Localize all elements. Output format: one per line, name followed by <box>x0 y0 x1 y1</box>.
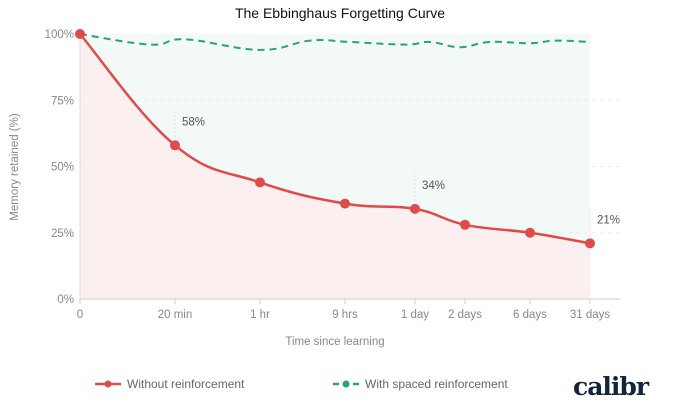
x-tick-label: 20 min <box>158 309 193 321</box>
data-point <box>75 29 85 39</box>
data-point <box>410 203 420 214</box>
data-point <box>255 177 265 188</box>
data-point <box>585 238 595 249</box>
data-point <box>525 227 535 238</box>
annotation-label: 21% <box>597 214 620 226</box>
legend-item-without-reinforcement[interactable]: Without reinforcement <box>95 377 244 391</box>
data-point <box>340 198 350 209</box>
y-tick-label: 0% <box>57 294 74 306</box>
spaced-reinforcement-line <box>79 33 591 51</box>
legend-label: With spaced reinforcement <box>365 377 508 391</box>
x-tick-label: 31 days <box>570 309 611 321</box>
x-tick-label: 6 days <box>513 309 547 321</box>
chart-title: The Ebbinghaus Forgetting Curve <box>235 5 445 21</box>
y-tick-label: 50% <box>51 162 74 174</box>
annotation-label: 34% <box>422 180 445 192</box>
y-axis-label: Memory retained (%) <box>9 113 21 221</box>
x-tick-label: 9 hrs <box>332 309 358 321</box>
unreinforced-area-fill <box>80 34 590 299</box>
data-point <box>170 140 180 151</box>
y-tick-label: 25% <box>51 228 74 240</box>
legend-item-with-spaced-reinforcement[interactable]: With spaced reinforcement <box>333 377 508 391</box>
green-dashed-marker-icon <box>333 380 359 388</box>
red-line-marker-icon <box>95 380 121 388</box>
legend-label: Without reinforcement <box>127 377 245 391</box>
x-tick-label: 1 hr <box>250 309 270 321</box>
calibr-logo: calibr <box>573 372 649 401</box>
annotation-label: 58% <box>182 116 205 128</box>
x-tick-label: 2 days <box>448 309 482 321</box>
x-tick-label: 1 day <box>401 309 429 321</box>
data-point <box>460 219 470 230</box>
x-axis-label: Time since learning <box>285 336 384 348</box>
y-tick-label: 100% <box>45 29 74 41</box>
x-tick-label: 0 <box>77 309 83 321</box>
y-tick-label: 75% <box>51 95 74 107</box>
